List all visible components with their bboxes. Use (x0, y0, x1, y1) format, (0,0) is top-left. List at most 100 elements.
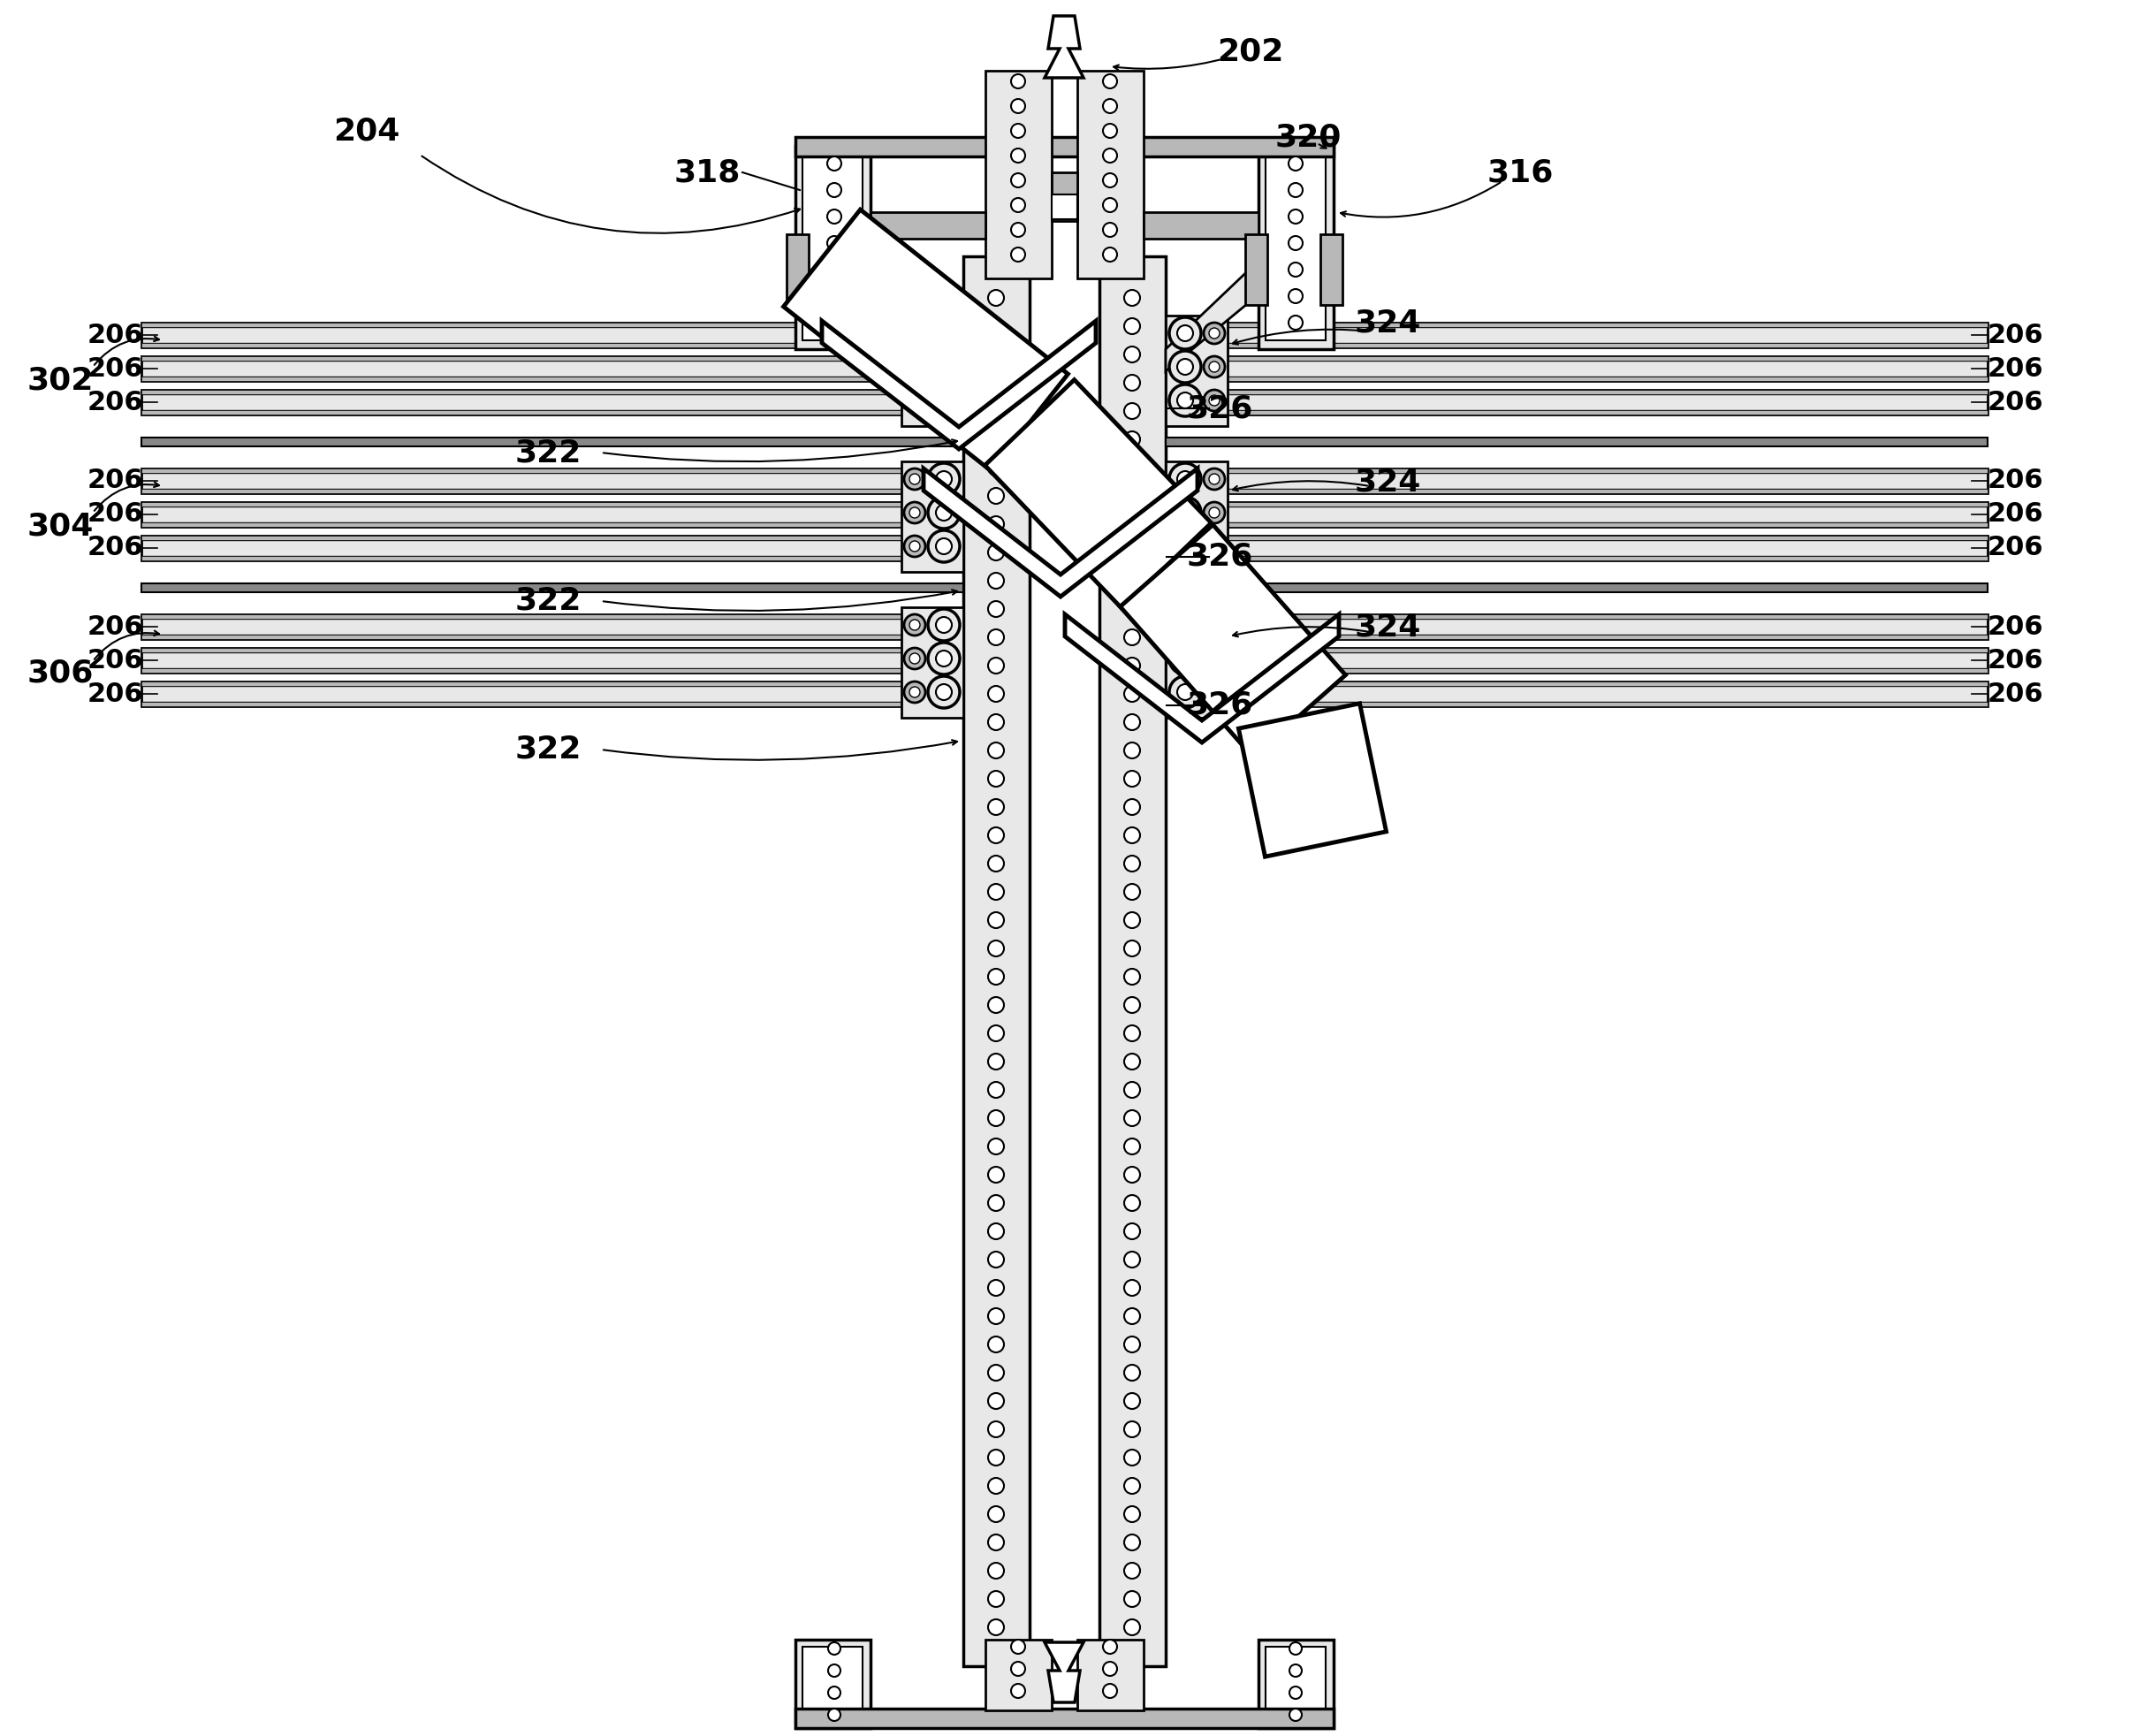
Circle shape (905, 648, 926, 668)
Bar (1167, 502, 1988, 526)
Circle shape (1209, 474, 1220, 484)
Circle shape (1203, 323, 1224, 344)
Circle shape (1103, 174, 1118, 187)
Circle shape (988, 911, 1005, 929)
Circle shape (1124, 545, 1139, 561)
Circle shape (1124, 911, 1139, 929)
Circle shape (1124, 1477, 1139, 1493)
Polygon shape (1064, 615, 1339, 743)
Bar (1167, 462, 1228, 571)
Text: 316: 316 (1486, 158, 1554, 187)
Circle shape (909, 396, 920, 406)
Text: 206: 206 (87, 535, 143, 561)
Circle shape (988, 1309, 1005, 1325)
Circle shape (1209, 361, 1220, 372)
Circle shape (905, 682, 926, 703)
Circle shape (1169, 677, 1201, 708)
Circle shape (1290, 1708, 1301, 1720)
Circle shape (1103, 222, 1118, 236)
Circle shape (909, 474, 920, 484)
Text: 206: 206 (87, 323, 143, 347)
Circle shape (988, 856, 1005, 871)
Circle shape (905, 536, 926, 557)
Circle shape (1011, 198, 1026, 212)
Bar (1167, 682, 1988, 686)
Circle shape (937, 325, 952, 342)
Bar (1167, 635, 1988, 639)
Circle shape (828, 1642, 841, 1654)
Circle shape (1124, 375, 1139, 391)
Circle shape (1103, 149, 1118, 163)
Bar (141, 668, 962, 672)
Bar (1077, 1641, 1143, 1710)
Circle shape (988, 743, 1005, 759)
Circle shape (928, 384, 960, 417)
Text: 306: 306 (28, 658, 94, 689)
Circle shape (1124, 1392, 1139, 1410)
Bar (1167, 490, 1988, 493)
Circle shape (988, 1562, 1005, 1578)
Circle shape (1177, 470, 1192, 488)
Bar (1052, 194, 1077, 219)
Circle shape (1177, 325, 1192, 342)
Circle shape (988, 1337, 1005, 1352)
Circle shape (828, 182, 841, 198)
Bar (1167, 469, 1988, 493)
Bar (1077, 71, 1143, 278)
Text: 206: 206 (1986, 535, 2044, 561)
Text: 320: 320 (1275, 122, 1341, 153)
Circle shape (1124, 856, 1139, 871)
Circle shape (1203, 502, 1224, 523)
Text: 322: 322 (515, 437, 581, 467)
Circle shape (928, 318, 960, 349)
Circle shape (988, 1450, 1005, 1465)
Text: 322: 322 (515, 734, 581, 764)
Polygon shape (822, 321, 1096, 450)
Circle shape (988, 1224, 1005, 1240)
Bar (141, 615, 962, 639)
Circle shape (1124, 771, 1139, 786)
Circle shape (988, 1422, 1005, 1437)
Bar (1167, 502, 1988, 507)
Circle shape (928, 464, 960, 495)
Polygon shape (1045, 1642, 1084, 1703)
Circle shape (988, 601, 1005, 616)
Circle shape (1203, 648, 1224, 668)
Circle shape (1203, 615, 1224, 635)
Circle shape (1209, 328, 1220, 339)
Circle shape (1209, 687, 1220, 698)
Circle shape (988, 460, 1005, 476)
Circle shape (1011, 1661, 1026, 1675)
Text: 324: 324 (1354, 467, 1420, 496)
Circle shape (1169, 642, 1201, 674)
Text: 206: 206 (87, 389, 143, 415)
Bar (1167, 316, 1228, 425)
Circle shape (905, 469, 926, 490)
Circle shape (1209, 542, 1220, 552)
Circle shape (1011, 149, 1026, 163)
Circle shape (988, 630, 1005, 646)
Circle shape (937, 470, 952, 488)
Circle shape (1169, 529, 1201, 562)
Circle shape (937, 392, 952, 408)
Circle shape (988, 713, 1005, 731)
Circle shape (1011, 1641, 1026, 1654)
Circle shape (1288, 262, 1303, 276)
Circle shape (1124, 403, 1139, 418)
Text: 206: 206 (1986, 356, 2044, 382)
Text: 206: 206 (1986, 648, 2044, 674)
Text: 324: 324 (1354, 613, 1420, 642)
Text: 206: 206 (87, 356, 143, 382)
Circle shape (988, 431, 1005, 448)
Polygon shape (783, 210, 1069, 470)
Bar (901, 608, 962, 717)
Circle shape (828, 210, 841, 224)
Circle shape (1288, 156, 1303, 170)
Bar (141, 410, 962, 415)
Bar (141, 391, 962, 394)
Circle shape (1288, 236, 1303, 250)
Text: 206: 206 (1986, 389, 2044, 415)
Text: 322: 322 (515, 587, 581, 616)
Bar (1320, 234, 1343, 306)
Circle shape (1177, 359, 1192, 375)
